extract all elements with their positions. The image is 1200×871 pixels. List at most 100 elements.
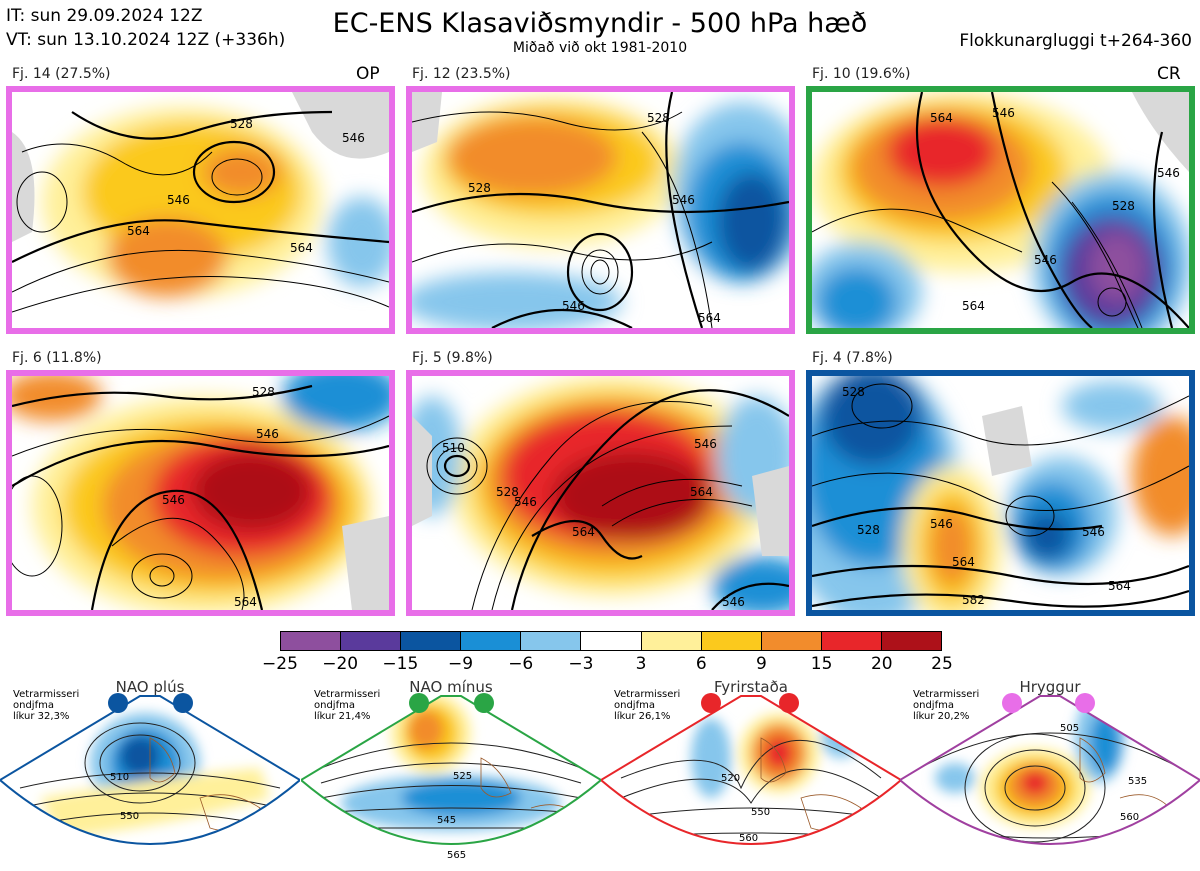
contour-label: 550 (751, 807, 770, 818)
contour-label: 564 (930, 111, 953, 125)
contour-label: 564 (698, 311, 721, 325)
contour-label: 546 (992, 106, 1015, 120)
colorbar-swatch (761, 632, 822, 650)
contour-label: 560 (739, 833, 758, 844)
regime-blocking: 520 550 560 Fyrirstaða Vetrarmisseri ond… (601, 678, 901, 868)
contour-label: 528 (230, 117, 253, 131)
contour-label: 528 (496, 485, 519, 499)
cluster-map-fj12-field: 528 528 546 546 564 (412, 92, 789, 328)
panel-label-5: Fj. 5 (9.8%) (412, 350, 493, 366)
contour-label: 528 (647, 111, 670, 125)
contour-label: 564 (962, 299, 985, 313)
contour-label: 564 (572, 525, 595, 539)
contour-label: 525 (453, 771, 472, 782)
contour-label: 564 (952, 555, 975, 569)
regime-nao-plus: 510 550 NAO plús Vetrarmisseri ondjfma l… (0, 678, 300, 868)
contour-label: 546 (256, 427, 279, 441)
colorbar-swatch (821, 632, 882, 650)
regime-note: Vetrarmisseri ondjfma líkur 26,1% (614, 689, 681, 722)
contour-label: 564 (1108, 579, 1131, 593)
valid-time: VT: sun 13.10.2024 12Z (+336h) (6, 30, 286, 50)
contour-label: 546 (722, 595, 745, 609)
contour-label: 565 (447, 850, 466, 861)
contour-label: 535 (1128, 776, 1147, 787)
contour-label: 546 (1034, 253, 1057, 267)
panel-tag-cr: CR (1157, 64, 1181, 84)
cluster-map-fj5-field: 510 528 546 546 564 564 546 (412, 376, 789, 610)
colorbar-swatch (401, 632, 462, 650)
contour-label: 546 (342, 131, 365, 145)
contour-label: 564 (127, 224, 150, 238)
contour-label: 546 (162, 493, 185, 507)
panel-label-4: Fj. 6 (11.8%) (12, 350, 102, 366)
contour-label: 546 (930, 517, 953, 531)
colorbar-swatch (581, 632, 642, 650)
cluster-map-fj4-field: 528 528 546 546 564 582 564 (812, 376, 1189, 610)
colorbar-tick-label: 9 (756, 654, 767, 674)
colorbar-tick-label: 3 (635, 654, 647, 674)
contour-label: 505 (1060, 723, 1079, 734)
contour-label: 546 (694, 437, 717, 451)
colorbar-tick-label: −15 (382, 654, 419, 674)
regime-ridge-map: 505 535 560 (900, 693, 1200, 845)
colorbar-swatch (641, 632, 702, 650)
cluster-map-fj5: 510 528 546 546 564 564 546 (406, 370, 795, 616)
regime-note: Vetrarmisseri ondjfma líkur 21,4% (314, 689, 381, 722)
contour-label: 520 (721, 773, 740, 784)
regime-note: Vetrarmisseri ondjfma líkur 32,3% (13, 689, 80, 722)
contour-label: 528 (1112, 199, 1135, 213)
regime-nao-plus-map: 510 550 (0, 693, 300, 845)
colorbar-tick-label: −6 (508, 654, 534, 674)
contour-label: 546 (1157, 166, 1180, 180)
regime-nao-minus-map: 525 545 565 (301, 693, 601, 861)
regime-name: Fyrirstaða (714, 678, 788, 696)
regime-name: NAO plús (115, 678, 185, 696)
initial-time: IT: sun 29.09.2024 12Z (6, 6, 203, 26)
colorbar-tick-label: 20 (870, 654, 893, 674)
classification-window: Flokkunargluggi t+264-360 (959, 31, 1192, 51)
cluster-map-fj6: 528 546 546 564 (6, 370, 395, 616)
regime-name: Hryggur (1019, 678, 1081, 696)
contour-label: 550 (120, 811, 139, 822)
cluster-map-fj6-field: 528 546 546 564 (12, 376, 389, 610)
colorbar-tick-label: 25 (931, 654, 953, 674)
regime-ridge: 505 535 560 Hryggur Vetrarmisseri ondjfm… (900, 678, 1200, 868)
contour-label: 546 (1082, 525, 1105, 539)
page-subtitle: Miðað við okt 1981-2010 (512, 40, 688, 56)
panel-label-1: Fj. 14 (27.5%) (12, 66, 111, 82)
contour-label: 528 (857, 523, 880, 537)
regime-nao-minus: 525 545 565 NAO mínus Vetrarmisseri ondj… (301, 678, 601, 868)
cluster-map-fj14: 528 546 564 564 546 (6, 86, 395, 334)
cluster-map-fj14-field: 528 546 564 564 546 (12, 92, 389, 328)
contour-label: 528 (468, 181, 491, 195)
contour-label: 546 (514, 495, 537, 509)
contour-label: 510 (110, 772, 129, 783)
contour-label: 564 (690, 485, 713, 499)
contour-label: 564 (234, 595, 257, 609)
colorbar-swatch (701, 632, 762, 650)
panel-label-3: Fj. 10 (19.6%) (812, 66, 911, 82)
cluster-map-fj10-field: 564 546 528 546 564 546 (812, 92, 1189, 328)
contour-label: 546 (672, 193, 695, 207)
colorbar-swatch (341, 632, 402, 650)
colorbar-swatch (461, 632, 522, 650)
cluster-map-fj4: 528 528 546 546 564 582 564 (806, 370, 1195, 616)
contour-label: 528 (842, 385, 865, 399)
contour-label: 510 (442, 441, 465, 455)
contour-label: 560 (1120, 812, 1139, 823)
colorbar-swatch (881, 632, 942, 650)
colorbar-tick-label: −3 (568, 654, 594, 674)
page-title: EC-ENS Klasaviðsmyndir - 500 hPa hæð (332, 8, 868, 39)
contour-label: 546 (167, 193, 190, 207)
colorbar-swatch (281, 632, 342, 650)
cluster-map-fj12: 528 528 546 546 564 (406, 86, 795, 334)
colorbar-tick-label: 15 (810, 654, 833, 674)
anomaly-colorbar (280, 631, 942, 651)
panel-label-2: Fj. 12 (23.5%) (412, 66, 511, 82)
panel-tag-op: OP (356, 64, 380, 84)
colorbar-tick-label: 6 (695, 654, 707, 674)
contour-label: 564 (290, 241, 313, 255)
colorbar-tick-label: −20 (322, 654, 359, 674)
contour-label: 528 (252, 385, 275, 399)
regime-name: NAO mínus (409, 678, 493, 696)
